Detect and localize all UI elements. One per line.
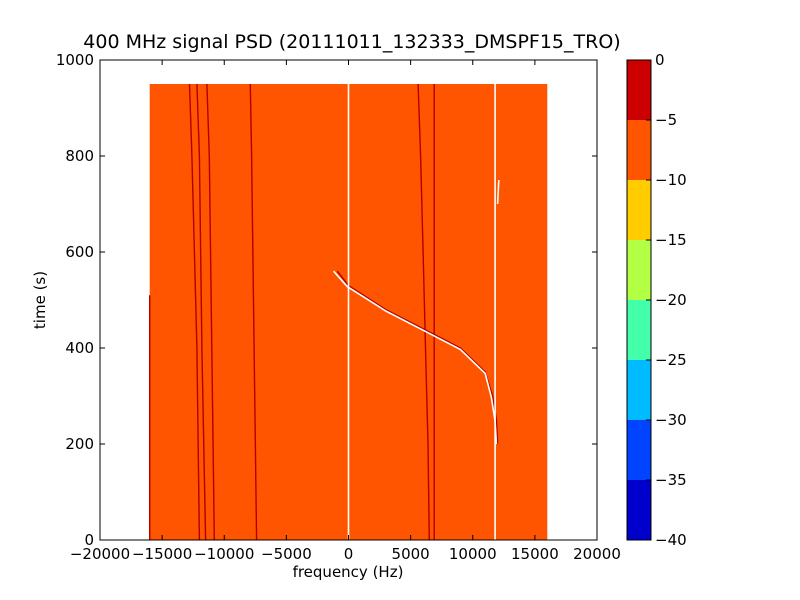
colorbar-tick-label: −35 bbox=[655, 471, 687, 489]
signal-trace-4 bbox=[249, 83, 258, 541]
colorbar-tick-label: −40 bbox=[655, 531, 687, 549]
y-tick-label: 400 bbox=[65, 339, 94, 357]
x-tick-label: −10000 bbox=[194, 545, 254, 563]
x-tick-label: 20000 bbox=[573, 545, 621, 563]
signal-trace-1 bbox=[188, 83, 201, 541]
y-axis-label: time (s) bbox=[31, 271, 49, 329]
signal-trace-5 bbox=[417, 83, 430, 541]
chart-title: 400 MHz signal PSD (20111011_132333_DMSP… bbox=[83, 31, 620, 53]
colorbar-band-7 bbox=[627, 480, 651, 540]
colorbar-tick-label: −15 bbox=[655, 231, 687, 249]
colorbar-band-5 bbox=[627, 360, 651, 420]
colorbar-band-3 bbox=[627, 240, 651, 300]
y-axis-ticks: 0 200 400 600 800 1000 bbox=[56, 51, 597, 549]
signal-trace-2 bbox=[196, 83, 207, 541]
y-tick-label: 600 bbox=[65, 243, 94, 261]
x-tick-label: −20000 bbox=[70, 545, 130, 563]
signal-trace-8 bbox=[333, 270, 498, 445]
colorbar: 0 −5 −10 −15 −20 −25 −30 −35 −40 bbox=[626, 51, 687, 549]
colorbar-tick-label: −5 bbox=[655, 111, 677, 129]
signal-trace-3 bbox=[206, 83, 215, 541]
y-tick-label: 800 bbox=[65, 147, 94, 165]
x-tick-label: 5000 bbox=[392, 545, 430, 563]
signal-trace-11 bbox=[496, 179, 500, 205]
colorbar-band-2 bbox=[627, 180, 651, 240]
colorbar-band-6 bbox=[627, 420, 651, 480]
x-tick-label: 0 bbox=[344, 545, 354, 563]
x-tick-label: −5000 bbox=[261, 545, 312, 563]
colorbar-band-1 bbox=[627, 120, 651, 180]
colorbar-tick-label: −10 bbox=[655, 171, 687, 189]
colorbar-band-4 bbox=[627, 300, 651, 360]
plot-area bbox=[99, 59, 598, 541]
colorbar-tick-label: −30 bbox=[655, 411, 687, 429]
x-tick-label: −15000 bbox=[132, 545, 192, 563]
colorbar-tick-label: 0 bbox=[655, 51, 665, 69]
x-tick-label: 10000 bbox=[449, 545, 497, 563]
colorbar-tick-label: −20 bbox=[655, 291, 687, 309]
x-tick-label: 15000 bbox=[511, 545, 559, 563]
x-axis-label: frequency (Hz) bbox=[293, 563, 404, 581]
x-axis-ticks: −20000 −15000 −10000 −5000 0 5000 10000 15000 20… bbox=[70, 60, 621, 563]
colorbar-tick-label: −25 bbox=[655, 351, 687, 369]
y-tick-label: 200 bbox=[65, 435, 94, 453]
colorbar-band-0 bbox=[627, 60, 651, 120]
y-tick-label: 1000 bbox=[56, 51, 94, 69]
y-tick-label: 0 bbox=[84, 531, 94, 549]
